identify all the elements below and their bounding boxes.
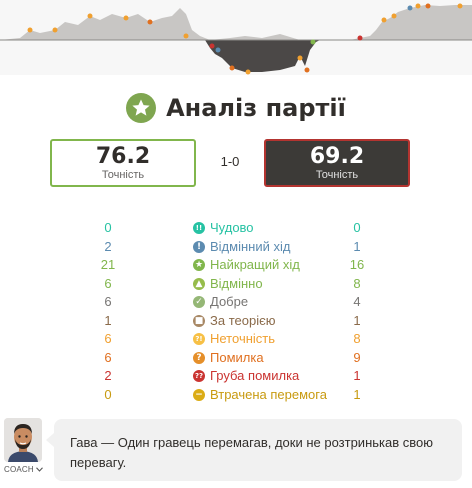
classification-label: Чудово [210, 220, 254, 235]
coach-panel: COACH Гава — Один гравець перемагав, док… [0, 416, 472, 488]
black-count: 16 [349, 257, 365, 272]
coach-message-bubble: Гава — Один гравець перемагав, доки не р… [46, 419, 462, 481]
classification-label: Груба помилка [210, 368, 300, 383]
great-move-icon: ! [193, 240, 205, 253]
classification-label: Найкращий хід [210, 257, 300, 272]
classification-label: Відмінний хід [210, 238, 291, 254]
inaccuracy-icon: ?! [193, 333, 205, 345]
black-count: 0 [353, 220, 361, 235]
best-move-icon: ★ [193, 259, 205, 271]
coach-message: Гава — Один гравець перемагав, доки не р… [70, 435, 433, 470]
good-icon: ✓ [193, 296, 205, 308]
excellent-icon: ▲ [193, 277, 205, 290]
white-count: 6 [104, 349, 112, 365]
stat-row: 2?? Груба помилка 1 [0, 367, 472, 386]
stat-row: 6? Помилка 9 [0, 349, 472, 368]
classification-label: Неточність [210, 331, 276, 346]
move-classification-table: 0!! Чудово 0 2! Відмінний хід 1 21 ★ Найкращий х… [0, 219, 472, 404]
stat-row: 6 ▲ Відмінно 8 [0, 275, 472, 294]
black-count: 1 [353, 386, 361, 402]
white-count: 6 [104, 294, 112, 309]
missed-win-icon: − [193, 388, 205, 401]
mistake-icon: ? [193, 351, 205, 364]
black-count: 1 [353, 238, 361, 254]
black-count: 9 [353, 349, 361, 365]
coach-avatar[interactable] [4, 418, 42, 462]
coach-label: COACH [4, 465, 34, 474]
evaluation-graph[interactable] [0, 0, 472, 75]
white-count: 2 [104, 368, 112, 383]
stat-row: 0!! Чудово 0 [0, 219, 472, 238]
star-icon [126, 93, 157, 123]
white-count: 2 [104, 238, 112, 254]
stat-row: 2! Відмінний хід 1 [0, 238, 472, 257]
coach-selector[interactable]: COACH [4, 465, 44, 474]
game-score: 1-0 [220, 154, 240, 169]
book-icon: ■ [193, 314, 205, 327]
white-accuracy-box: 76.2 Точність [50, 139, 196, 187]
page-title: Аналіз партії [166, 94, 346, 122]
white-count: 6 [104, 275, 112, 291]
chevron-down-icon [36, 465, 44, 474]
black-accuracy-box: 69.2 Точність [264, 139, 410, 187]
black-count: 1 [353, 312, 361, 328]
classification-label: Добре [210, 294, 249, 309]
black-accuracy-label: Точність [315, 168, 359, 181]
stat-row: 6?! Неточність 8 [0, 330, 472, 349]
classification-label: Відмінно [210, 275, 263, 291]
stat-row: 6 ✓ Добре 4 [0, 293, 472, 312]
blunder-icon: ?? [193, 370, 205, 382]
black-count: 8 [353, 275, 361, 291]
stat-row: 1 ■ За теорією 1 [0, 312, 472, 331]
black-count: 1 [353, 368, 361, 383]
white-count: 6 [104, 331, 112, 346]
white-count: 0 [104, 386, 112, 402]
brilliant-icon: !! [193, 222, 205, 234]
black-count: 8 [353, 331, 361, 346]
white-accuracy-label: Точність [101, 168, 145, 181]
black-count: 4 [353, 294, 361, 309]
black-accuracy-value: 69.2 [309, 143, 365, 169]
white-count: 0 [104, 220, 112, 235]
white-count: 21 [100, 257, 116, 272]
classification-label: Втрачена перемога [210, 386, 327, 402]
classification-label: Помилка [210, 349, 264, 365]
classification-label: За теорією [210, 312, 276, 328]
white-count: 1 [104, 312, 112, 328]
stat-row: 0 − Втрачена перемога 1 [0, 386, 472, 405]
white-accuracy-value: 76.2 [95, 143, 151, 169]
stat-row: 21 ★ Найкращий хід 16 [0, 256, 472, 275]
title-row: Аналіз партії [0, 88, 472, 128]
